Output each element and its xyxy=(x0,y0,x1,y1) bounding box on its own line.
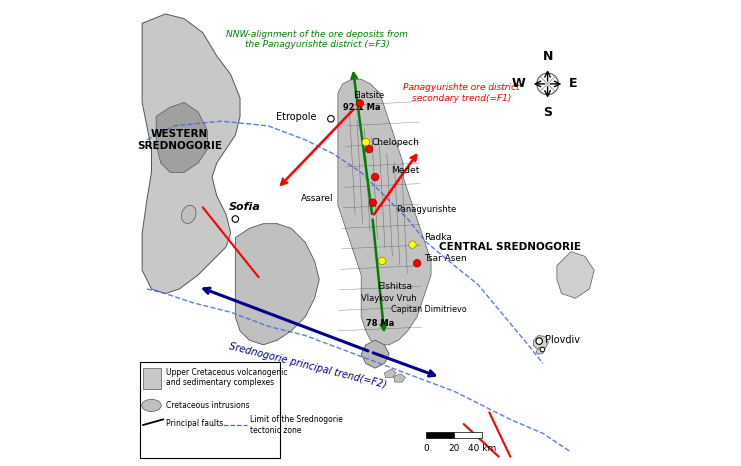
Polygon shape xyxy=(385,369,396,377)
Text: Assarel: Assarel xyxy=(301,193,333,203)
Text: Medet: Medet xyxy=(391,165,420,175)
Text: WESTERN
SREDNOGORIE: WESTERN SREDNOGORIE xyxy=(137,129,222,151)
Circle shape xyxy=(232,216,239,222)
Polygon shape xyxy=(557,252,594,298)
Polygon shape xyxy=(156,103,207,172)
Ellipse shape xyxy=(182,206,196,223)
Text: Elatsite: Elatsite xyxy=(353,91,385,100)
Text: Panagyurishte: Panagyurishte xyxy=(396,205,456,214)
Text: 40 km: 40 km xyxy=(468,444,496,453)
Circle shape xyxy=(356,100,364,107)
Text: N: N xyxy=(542,50,553,63)
Text: 92.1 Ma: 92.1 Ma xyxy=(344,103,381,112)
Text: Limit of the Srednogorie
tectonic zone: Limit of the Srednogorie tectonic zone xyxy=(250,415,343,435)
Bar xyxy=(426,432,454,438)
Ellipse shape xyxy=(142,399,162,411)
Bar xyxy=(454,432,482,438)
Polygon shape xyxy=(338,79,431,345)
Polygon shape xyxy=(393,374,405,382)
Text: Plovdiv: Plovdiv xyxy=(545,335,580,345)
Text: W: W xyxy=(512,77,526,90)
Circle shape xyxy=(540,347,545,352)
Text: Capitan Dimitrievo: Capitan Dimitrievo xyxy=(391,305,468,315)
Text: Radka: Radka xyxy=(424,233,452,242)
Polygon shape xyxy=(236,224,319,345)
Bar xyxy=(143,368,161,389)
Polygon shape xyxy=(536,347,545,354)
Circle shape xyxy=(369,199,376,206)
Circle shape xyxy=(371,173,379,181)
Circle shape xyxy=(365,145,373,153)
Text: Principal faults: Principal faults xyxy=(167,418,224,428)
FancyBboxPatch shape xyxy=(140,362,279,458)
Text: NNW-alignment of the ore deposits from
the Panagyurishte district (=F3): NNW-alignment of the ore deposits from t… xyxy=(226,30,408,49)
Text: CENTRAL SREDNOGORIE: CENTRAL SREDNOGORIE xyxy=(439,242,581,252)
Text: Vlaykov Vruh: Vlaykov Vruh xyxy=(361,294,416,303)
Circle shape xyxy=(362,138,370,146)
Text: Etropole: Etropole xyxy=(276,111,317,122)
Text: 0: 0 xyxy=(424,444,429,453)
Circle shape xyxy=(328,116,334,122)
Text: Srednogorie principal trend(=F2): Srednogorie principal trend(=F2) xyxy=(227,342,388,390)
Text: Panagyurishte ore district
secondary trend(=F1): Panagyurishte ore district secondary tre… xyxy=(403,83,519,103)
Circle shape xyxy=(379,257,386,265)
Polygon shape xyxy=(142,14,240,294)
Text: 78 Ma: 78 Ma xyxy=(366,319,394,329)
Polygon shape xyxy=(361,340,389,368)
Text: E: E xyxy=(569,77,578,90)
Text: Chelopech: Chelopech xyxy=(372,137,419,147)
Circle shape xyxy=(536,338,542,344)
Text: Cretaceous intrusions: Cretaceous intrusions xyxy=(167,401,250,410)
Polygon shape xyxy=(534,336,548,350)
Circle shape xyxy=(413,260,421,267)
Text: Elshitsa: Elshitsa xyxy=(377,282,413,291)
Circle shape xyxy=(409,241,416,248)
Text: Sofia: Sofia xyxy=(228,202,260,212)
Text: 20: 20 xyxy=(449,444,460,453)
Text: Tsar Asen: Tsar Asen xyxy=(424,254,467,263)
Text: Upper Cretaceous volcanogenic
and sedimentary complexes: Upper Cretaceous volcanogenic and sedime… xyxy=(167,368,288,387)
Text: S: S xyxy=(543,106,552,119)
